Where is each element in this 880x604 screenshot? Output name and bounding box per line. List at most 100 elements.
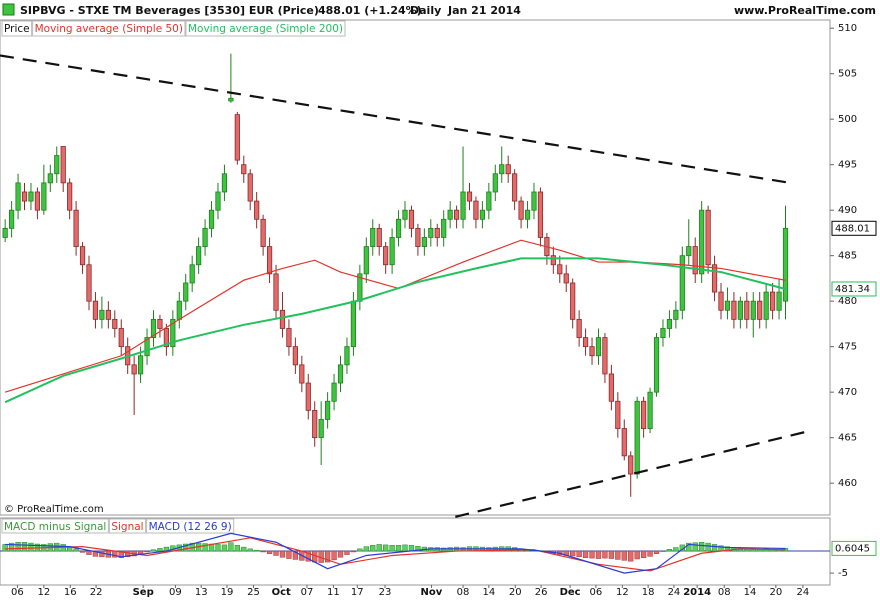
macd-histogram-bar: [2, 544, 8, 552]
macd-histogram-bar: [137, 550, 144, 554]
macd-histogram-bar: [73, 548, 79, 552]
x-tick-label: 20: [769, 587, 782, 598]
macd-histogram-bar: [724, 546, 731, 552]
candle-body: [550, 255, 556, 266]
macd-legend: MACD minus Signal Signal MACD (12 26 9): [1, 518, 235, 534]
macd-histogram-bar: [344, 550, 350, 555]
macd-histogram-bar: [595, 550, 602, 559]
candle-body: [150, 318, 157, 338]
candle-body: [737, 300, 743, 320]
macd-histogram-bar: [653, 550, 660, 554]
candle-body: [641, 400, 647, 429]
last-price: 488.01: [835, 223, 870, 234]
candle-body: [486, 191, 492, 211]
macd-last-box: [831, 540, 877, 556]
x-tick-label: 08: [457, 587, 470, 598]
candle-body: [350, 300, 357, 348]
x-tick-label: 08: [718, 587, 731, 598]
candle-body: [653, 337, 660, 393]
macd-histogram-bar: [157, 548, 163, 552]
candle-body: [15, 182, 21, 211]
candle-body: [112, 318, 118, 329]
candle-body: [60, 146, 66, 184]
x-tick-label: 09: [169, 587, 182, 598]
candle-body: [602, 337, 608, 375]
candle-body: [215, 191, 221, 211]
macd-line: [5, 532, 786, 574]
candle-body: [325, 400, 331, 420]
candle-body: [41, 182, 47, 211]
candle-body: [705, 209, 711, 266]
candle-body: [9, 209, 15, 229]
macd-histogram-bar: [28, 542, 34, 552]
candle-body: [518, 200, 524, 220]
candle-body: [221, 173, 228, 193]
x-tick-label: 06: [11, 587, 24, 598]
candle-body: [744, 300, 750, 320]
macd-histogram-bar: [383, 544, 389, 552]
x-tick-label: 13: [195, 587, 208, 598]
macd-histogram-bar: [415, 545, 421, 552]
candle-body: [615, 400, 621, 429]
legend-label: Moving average (Simple 50): [35, 23, 183, 35]
x-tick-label: 25: [247, 587, 260, 598]
macd-histogram-bar: [202, 543, 208, 552]
candle-body: [402, 209, 408, 220]
logo-icon: [2, 3, 15, 16]
x-tick-label: 24: [668, 587, 681, 598]
candle-body: [582, 337, 589, 348]
candle-body: [363, 246, 369, 275]
candle-body: [460, 191, 466, 220]
x-tick-label: 20: [509, 587, 522, 598]
macd-histogram-bar: [183, 543, 189, 552]
x-tick-label: Dec: [560, 587, 581, 598]
macd-histogram-bar: [221, 544, 228, 552]
candle-body: [376, 227, 382, 247]
candle-body: [608, 373, 614, 402]
candle-body: [208, 209, 215, 229]
macd-y-tick-label: -5: [838, 568, 848, 579]
y-tick-label: 480: [838, 296, 857, 307]
candle-body: [757, 300, 763, 320]
candle-body: [28, 191, 34, 202]
x-tick-label: Nov: [421, 587, 443, 598]
macd-histogram-bar: [363, 546, 369, 552]
ma-last-value-box: [831, 281, 877, 297]
candle-body: [408, 209, 415, 229]
instrument-title: SIPBVG - STXE TM Beverages [3530] EUR (P…: [20, 4, 319, 17]
legend-label: Price: [4, 23, 30, 35]
x-tick-label: 2014: [683, 587, 711, 598]
candle-body: [447, 209, 453, 220]
x-tick-label: 18: [642, 587, 655, 598]
candle-body: [183, 282, 189, 302]
x-tick-label: 07: [301, 587, 314, 598]
candle-body: [260, 218, 266, 247]
candle-body: [337, 364, 344, 384]
candle-body: [750, 300, 756, 320]
trend-line: [0, 54, 791, 184]
macd-histogram-bar: [582, 550, 589, 558]
macd-histogram-bar: [92, 550, 99, 557]
macd-histogram-bar: [324, 550, 331, 563]
candle-body: [512, 173, 518, 202]
candle-body: [131, 364, 137, 375]
y-tick-label: 475: [838, 342, 857, 353]
macd-histogram-bar: [286, 550, 292, 559]
candle-body: [718, 291, 724, 311]
source[interactable]: www.ProRealTime.com: [734, 4, 876, 17]
y-tick-label: 510: [838, 23, 857, 34]
candle-body: [415, 227, 421, 247]
candle-body: [492, 173, 498, 193]
x-tick-label: 17: [351, 587, 364, 598]
legend-box: [185, 20, 346, 37]
macd-histogram-bar: [634, 550, 640, 560]
candle-body: [563, 273, 569, 284]
quote: 488.01 (+1.24%): [318, 4, 422, 17]
candle-body: [2, 227, 8, 238]
macd-histogram-bar: [441, 547, 447, 552]
y-tick-label: 495: [838, 160, 857, 171]
macd-histogram-bar: [357, 548, 363, 552]
candle-body: [724, 300, 731, 311]
candle-body: [247, 173, 253, 202]
candle-body: [21, 191, 28, 202]
